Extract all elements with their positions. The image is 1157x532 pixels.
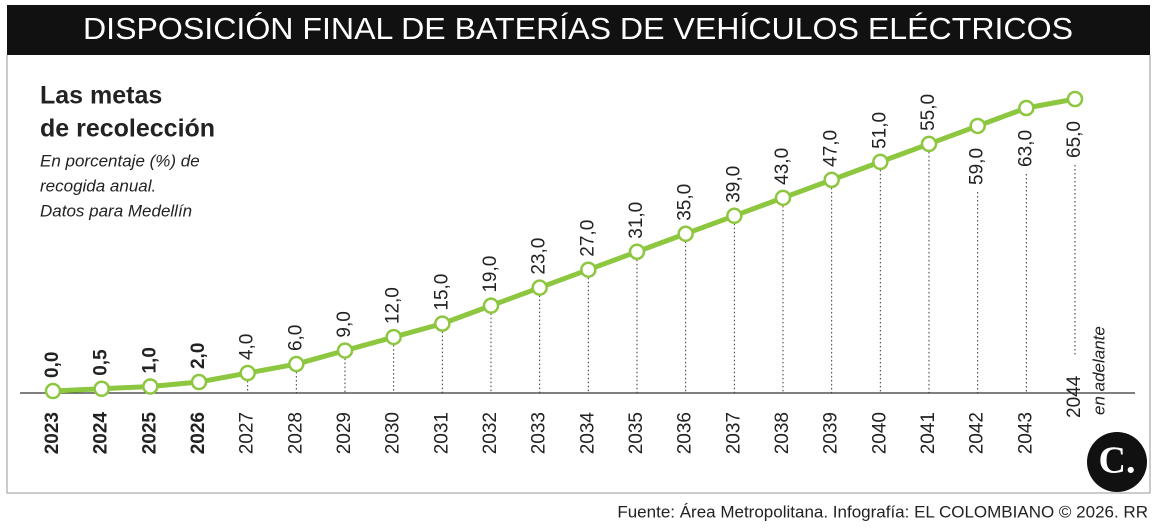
x-tick-label: 2038 bbox=[772, 412, 793, 454]
x-tick-label: 2034 bbox=[577, 412, 598, 455]
value-label: 23,0 bbox=[529, 238, 550, 275]
value-label: 12,0 bbox=[383, 287, 404, 324]
x-tick-label: 2043 bbox=[1015, 412, 1036, 454]
subtitle: de recolección bbox=[40, 115, 215, 143]
point bbox=[336, 342, 354, 359]
value-label: 27,0 bbox=[577, 220, 598, 257]
value-label: 47,0 bbox=[821, 130, 842, 167]
x-tick-label: 2030 bbox=[383, 412, 404, 454]
point bbox=[190, 373, 208, 391]
point bbox=[482, 297, 500, 314]
value-label: 0,0 bbox=[42, 352, 63, 378]
x-tick-label: 2028 bbox=[285, 412, 306, 454]
x-tick-label: 2035 bbox=[626, 412, 647, 454]
point bbox=[774, 189, 792, 207]
x-tick-label: 2040 bbox=[869, 412, 890, 454]
point bbox=[531, 279, 548, 296]
value-label: 59,0 bbox=[967, 148, 988, 185]
point bbox=[44, 382, 62, 400]
value-label: 31,0 bbox=[626, 202, 647, 239]
point bbox=[677, 225, 694, 243]
value-label: 51,0 bbox=[869, 112, 890, 149]
point bbox=[823, 171, 840, 189]
x-tick-label: 2033 bbox=[529, 412, 550, 454]
note: recogida anual. bbox=[40, 176, 156, 195]
x-tick-label: 2023 bbox=[42, 412, 63, 454]
point bbox=[1018, 99, 1035, 117]
value-label: 65,0 bbox=[1064, 121, 1085, 158]
logo-text: C. bbox=[1099, 440, 1136, 482]
point bbox=[385, 328, 402, 346]
note: Datos para Medellín bbox=[40, 201, 192, 220]
value-label: 4,0 bbox=[237, 334, 258, 360]
x-tick-label: 2037 bbox=[723, 412, 744, 454]
value-label: 19,0 bbox=[480, 256, 501, 293]
value-label: 55,0 bbox=[918, 94, 939, 131]
point bbox=[920, 135, 938, 153]
value-label: 63,0 bbox=[1015, 130, 1036, 167]
x-tick-label: 2029 bbox=[334, 412, 355, 454]
point bbox=[726, 207, 743, 225]
point bbox=[288, 355, 305, 373]
x-tick-label: 2025 bbox=[139, 412, 160, 455]
point bbox=[93, 380, 110, 398]
x-tick-label: 2042 bbox=[967, 412, 988, 454]
line bbox=[52, 96, 1076, 394]
x-tick-label: 2036 bbox=[675, 412, 696, 454]
x-tick-label: 2027 bbox=[237, 412, 258, 454]
value-label: 43,0 bbox=[772, 148, 793, 185]
value-label: 2,0 bbox=[188, 343, 209, 369]
point bbox=[434, 315, 451, 332]
x-tick-label: 2032 bbox=[480, 412, 501, 454]
point bbox=[628, 243, 646, 260]
value-label: 6,0 bbox=[285, 325, 306, 351]
subtitle: Las metas bbox=[40, 82, 162, 110]
note: En porcentaje (%) de bbox=[40, 151, 200, 170]
x-tick-label: 2031 bbox=[431, 412, 452, 454]
point bbox=[239, 364, 256, 382]
value-label: 9,0 bbox=[334, 311, 355, 337]
source: Fuente: Área Metropolitana. Infografía: … bbox=[617, 502, 1148, 521]
title-bar bbox=[7, 5, 1150, 55]
value-label: 15,0 bbox=[431, 274, 452, 311]
x-tick-label: 2041 bbox=[918, 412, 939, 454]
value-label: 0,5 bbox=[91, 349, 112, 376]
value-label: 35,0 bbox=[675, 184, 696, 221]
x-tick-label: 2044 bbox=[1064, 375, 1085, 418]
x-tick-label: 2039 bbox=[821, 412, 842, 454]
point bbox=[580, 261, 597, 278]
point bbox=[142, 378, 159, 395]
x-tick-label: 2024 bbox=[91, 412, 112, 455]
chart-title: DISPOSICIÓN FINAL DE BATERÍAS DE VEHÍCUL… bbox=[83, 11, 1073, 46]
point bbox=[969, 117, 986, 135]
frame bbox=[6, 55, 1151, 494]
point bbox=[872, 153, 889, 171]
point bbox=[1066, 90, 1084, 108]
value-label: 1,0 bbox=[139, 347, 160, 373]
logo bbox=[1087, 432, 1147, 492]
x-tick-note: en adelante bbox=[1089, 326, 1108, 415]
value-label: 39,0 bbox=[723, 166, 744, 203]
x-tick-label: 2026 bbox=[188, 412, 209, 454]
